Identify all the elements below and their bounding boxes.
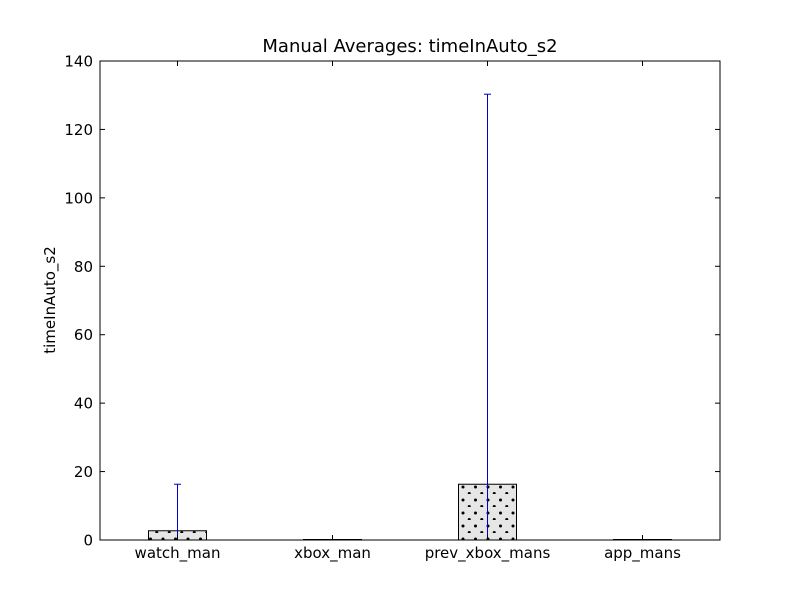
y-tick-label: 60 <box>74 326 93 344</box>
y-axis-ticks: 0 20 40 60 80 100 120 140 <box>64 53 720 550</box>
y-tick-label: 140 <box>64 53 93 71</box>
y-tick-label: 100 <box>64 189 93 207</box>
y-tick-label: 40 <box>74 395 93 413</box>
x-axis-ticks: watch_man xbox_man prev_xbox_mans app_mans <box>135 61 681 563</box>
errorbars-layer <box>174 93 491 540</box>
errorbar-watch_man <box>174 483 181 540</box>
y-tick-label: 120 <box>64 121 93 139</box>
x-tick-label-watch_man: watch_man <box>135 544 221 563</box>
y-tick-label: 20 <box>74 463 93 481</box>
errorbar-prev_xbox_mans <box>484 93 491 540</box>
y-tick-label: 80 <box>74 258 93 276</box>
y-tick-label: 0 <box>83 532 93 550</box>
x-tick-label-prev_xbox_mans: prev_xbox_mans <box>425 544 551 563</box>
x-tick-label-xbox_man: xbox_man <box>294 544 371 563</box>
plot-frame <box>99 60 721 541</box>
y-axis-label: timeInAuto_s2 <box>41 246 60 354</box>
x-tick-label-app_mans: app_mans <box>604 544 681 563</box>
chart-title: Manual Averages: timeInAuto_s2 <box>262 36 557 57</box>
bars-layer <box>148 483 672 541</box>
